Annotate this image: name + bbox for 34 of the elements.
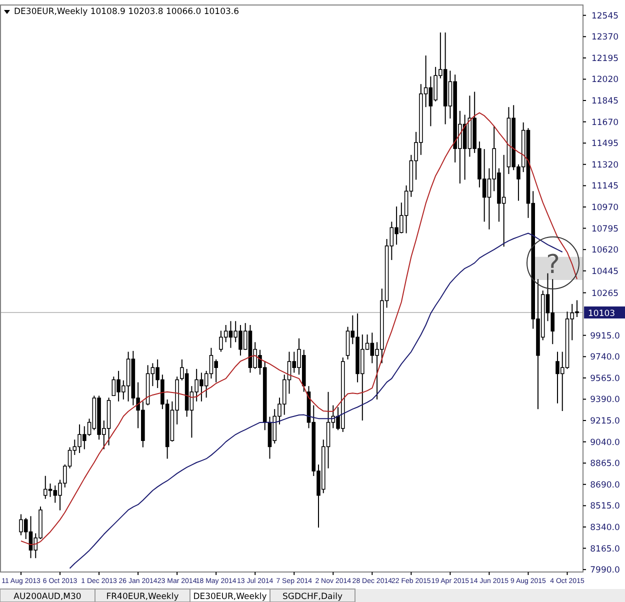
ref-line-label: 10103 bbox=[588, 308, 616, 319]
y-tick-label: 12195 bbox=[591, 54, 619, 64]
text: FR40EUR,Weekly bbox=[106, 592, 179, 602]
text: AU200AUD,M30 bbox=[14, 592, 82, 602]
y-tick-label: 10445 bbox=[591, 266, 619, 277]
y-tick-label: 8165.0 bbox=[590, 544, 620, 554]
text: DE30EUR,Weekly bbox=[193, 592, 267, 602]
y-tick-label: 10620 bbox=[591, 246, 619, 256]
y-tick-label: 10795 bbox=[591, 224, 619, 234]
y-tick-label: 8865.0 bbox=[590, 459, 620, 470]
y-tick-label: 9040.0 bbox=[590, 438, 620, 448]
y-tick-label: 10970 bbox=[591, 202, 619, 213]
y-tick-label: 9915.0 bbox=[590, 331, 620, 342]
y-tick-label: 10265 bbox=[591, 288, 619, 299]
y-tick-label: 9565.0 bbox=[590, 374, 620, 384]
y-tick-label: 12370 bbox=[591, 32, 619, 43]
annotation: ? bbox=[546, 250, 560, 280]
text: SGDCHF,Daily bbox=[282, 592, 342, 602]
y-tick-label: 11145 bbox=[591, 182, 619, 192]
y-tick-label: 11670 bbox=[591, 118, 619, 128]
chart-title: DE30EUR,Weekly 10108.9 10203.8 10066.0 10103.6 bbox=[14, 7, 240, 17]
y-tick-label: 8690.0 bbox=[590, 480, 620, 490]
y-tick-label: 12545 bbox=[591, 11, 619, 22]
y-tick-label: 12020 bbox=[591, 75, 619, 86]
y-tick-label: 8515.0 bbox=[590, 502, 620, 512]
line-series bbox=[69, 232, 563, 569]
y-tick-label: 9215.0 bbox=[590, 416, 620, 427]
y-tick-label: 9740.0 bbox=[590, 352, 620, 363]
y-tick-label: 11845 bbox=[591, 96, 619, 107]
y-tick-label: 7990.0 bbox=[590, 566, 620, 576]
y-tick-label: 11495 bbox=[591, 139, 619, 150]
y-tick-label: 8340.0 bbox=[590, 522, 620, 533]
y-tick-label: 11320 bbox=[591, 160, 619, 170]
y-tick-label: 9390.0 bbox=[590, 395, 620, 406]
